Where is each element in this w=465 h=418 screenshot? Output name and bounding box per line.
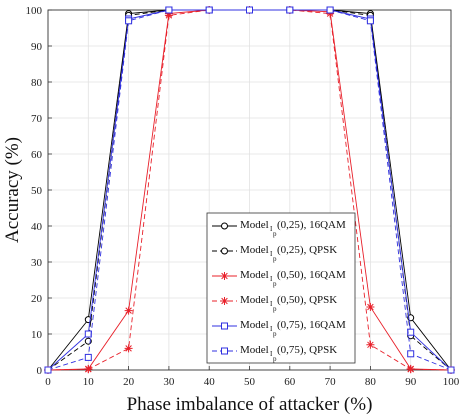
y-axis-ticks: 0 10 20 30 40 50 60 70 80 90 100 bbox=[26, 5, 52, 377]
legend-label-sub: I bbox=[270, 250, 273, 258]
data-point bbox=[164, 11, 173, 20]
legend-label-sub: I bbox=[270, 275, 273, 283]
legend-label-subsub: p bbox=[273, 305, 277, 313]
data-point bbox=[407, 350, 415, 358]
data-point bbox=[406, 365, 415, 374]
legend-item: Model Ip (0,75), 16QAM bbox=[212, 319, 346, 338]
data-point bbox=[246, 6, 253, 14]
data-point bbox=[220, 272, 229, 280]
y-tick-label: 100 bbox=[26, 5, 43, 17]
legend-label-main: Model bbox=[240, 269, 269, 281]
legend-label-rest: (0,50), 16QAM bbox=[277, 269, 346, 281]
data-point bbox=[286, 6, 294, 14]
legend-label-rest: (0,75), QPSK bbox=[277, 344, 337, 356]
y-tick-label: 10 bbox=[31, 329, 43, 341]
data-point bbox=[366, 340, 375, 349]
series-line bbox=[47, 9, 452, 371]
x-tick-label: 100 bbox=[443, 376, 460, 388]
data-point bbox=[220, 297, 229, 305]
x-tick-label: 20 bbox=[123, 376, 135, 388]
y-tick-label: 90 bbox=[31, 41, 43, 53]
series-5 bbox=[44, 6, 455, 374]
data-point bbox=[221, 222, 228, 230]
legend-label-main: Model bbox=[240, 344, 269, 356]
y-tick-label: 70 bbox=[31, 113, 43, 125]
data-point bbox=[221, 247, 228, 255]
data-point bbox=[221, 322, 228, 330]
data-point bbox=[125, 17, 133, 25]
legend-label-subsub: p bbox=[273, 230, 277, 238]
legend-label-rest: (0,25), QPSK bbox=[277, 244, 337, 256]
legend-label-subsub: p bbox=[273, 355, 277, 363]
legend-label-sub: I bbox=[270, 300, 273, 308]
data-point bbox=[366, 17, 374, 25]
y-tick-label: 0 bbox=[37, 365, 43, 377]
x-tick-label: 0 bbox=[45, 376, 51, 388]
data-point bbox=[84, 353, 92, 361]
legend-label-sub: I bbox=[270, 225, 273, 233]
data-point bbox=[326, 6, 334, 14]
data-point bbox=[221, 347, 228, 355]
x-axis-ticks: 0 10 20 30 40 50 60 70 80 90 100 bbox=[45, 366, 460, 388]
legend-label-sub: I bbox=[270, 325, 273, 333]
legend-label-sub: I bbox=[270, 350, 273, 358]
legend-label-rest: (0,50), QPSK bbox=[277, 294, 337, 306]
data-point bbox=[124, 306, 133, 315]
legend-label-subsub: p bbox=[273, 280, 277, 288]
legend-label-main: Model bbox=[240, 219, 269, 231]
y-tick-label: 50 bbox=[31, 185, 43, 197]
y-tick-label: 60 bbox=[31, 149, 43, 161]
data-point bbox=[407, 328, 415, 336]
data-point bbox=[326, 9, 335, 18]
data-point bbox=[447, 366, 455, 374]
y-tick-label: 40 bbox=[31, 221, 43, 233]
data-point bbox=[84, 330, 92, 338]
legend-item: Model Ip (0,50), QPSK bbox=[212, 294, 337, 313]
y-tick-label: 30 bbox=[31, 257, 43, 269]
x-tick-label: 60 bbox=[284, 376, 296, 388]
y-tick-label: 20 bbox=[31, 293, 43, 305]
legend-label-subsub: p bbox=[273, 330, 277, 338]
x-tick-label: 80 bbox=[365, 376, 377, 388]
series-layer bbox=[44, 6, 455, 374]
x-axis-label: Phase imbalance of attacker (%) bbox=[127, 394, 373, 415]
data-point bbox=[44, 366, 52, 374]
legend-label-main: Model bbox=[240, 244, 269, 256]
data-point bbox=[84, 365, 93, 374]
x-tick-label: 50 bbox=[244, 376, 256, 388]
legend-label-rest: (0,75), 16QAM bbox=[277, 319, 346, 331]
y-axis-label: Accuracy (%) bbox=[2, 137, 23, 243]
legend-label-rest: (0,25), 16QAM bbox=[277, 219, 346, 231]
data-point bbox=[205, 6, 213, 14]
data-point bbox=[366, 303, 375, 311]
series-line bbox=[47, 9, 452, 371]
x-tick-label: 40 bbox=[204, 376, 216, 388]
x-tick-label: 10 bbox=[83, 376, 95, 388]
legend-item: Model Ip (0,25), QPSK bbox=[212, 244, 337, 263]
legend-item: Model Ip (0,50), 16QAM bbox=[212, 269, 346, 288]
x-tick-label: 30 bbox=[163, 376, 175, 388]
legend-item: Model Ip (0,25), 16QAM bbox=[212, 219, 346, 238]
legend-label-main: Model bbox=[240, 319, 269, 331]
x-tick-label: 70 bbox=[325, 376, 337, 388]
data-point bbox=[165, 6, 173, 14]
legend-item: Model Ip (0,75), QPSK bbox=[212, 344, 337, 363]
y-tick-label: 80 bbox=[31, 77, 43, 89]
legend-label-main: Model bbox=[240, 294, 269, 306]
x-tick-label: 90 bbox=[405, 376, 417, 388]
legend-box bbox=[206, 212, 356, 364]
legend-label-subsub: p bbox=[273, 255, 277, 263]
data-point bbox=[124, 344, 133, 353]
